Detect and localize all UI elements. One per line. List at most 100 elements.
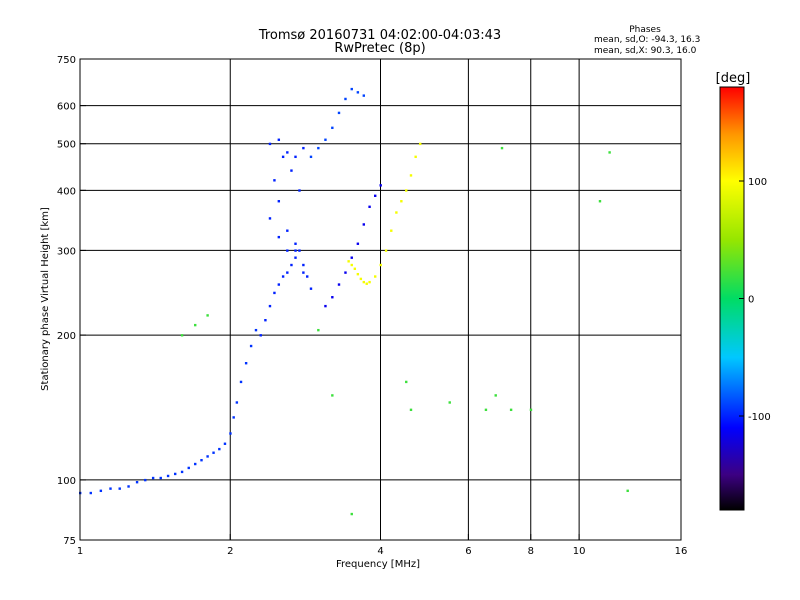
data-point [529,408,533,412]
y-axis-label: Stationary phase Virtual Height [km] [40,207,51,391]
data-point [324,138,327,141]
colorbar-tick-label: 0 [748,295,754,306]
data-point [206,314,209,317]
data-point [350,87,353,91]
data-point [298,249,301,252]
data-point [374,194,377,198]
data-point [359,277,363,281]
data-point [356,91,360,94]
phases-heading: Phases [629,25,661,35]
y-tick-label: 100 [57,476,76,487]
data-point [317,146,320,150]
data-point [484,408,488,412]
data-point [286,151,289,154]
data-point [309,287,313,290]
data-point [290,263,293,267]
data-point [187,466,190,470]
data-point [356,242,360,245]
data-point [626,489,629,493]
data-point [409,174,413,177]
data-point [273,291,276,295]
y-tick-label: 750 [57,55,76,66]
y-tick-label: 400 [57,186,76,197]
data-point [302,271,305,274]
data-point [109,487,112,490]
data-point [350,263,353,267]
data-point [244,362,248,365]
data-point [331,394,334,397]
data-point [302,146,305,150]
data-point [294,249,297,252]
x-tick-label: 16 [675,546,688,557]
colorbar: 100 0 -100 [719,86,771,511]
y-tick-label: 300 [57,246,76,257]
data-point [286,249,289,252]
y-tick-label: 75 [63,536,76,547]
data-point [259,334,262,337]
data-point [350,256,353,259]
data-point [368,205,371,208]
data-point [144,478,147,482]
data-point [173,472,177,476]
data-point [223,442,227,445]
data-point [135,481,139,484]
data-point [353,267,357,270]
data-point [254,328,258,332]
data-point [99,489,103,493]
data-point [166,474,170,478]
data-point [347,260,350,263]
data-point [598,200,602,203]
colorbar-label: [deg] [716,71,751,86]
y-tick-label: 200 [57,331,76,342]
colorbar-tick-label: 100 [748,177,767,188]
data-point [405,189,408,192]
data-point [249,344,253,348]
data-point [317,328,320,332]
x-tick-label: 2 [227,546,233,557]
chart-subtitle: RwPretec (8p) [334,41,425,56]
data-point [494,394,497,397]
data-point [368,280,371,284]
data-point [509,408,513,412]
data-point [229,432,232,435]
data-point [350,512,353,516]
data-point [277,283,281,286]
y-tick-label: 500 [57,140,76,151]
data-point [273,179,276,182]
data-point [309,155,313,159]
data-point [362,94,366,97]
data-point [277,138,281,141]
data-point [212,451,215,454]
data-point [344,271,347,274]
data-point [239,380,243,384]
data-point [405,380,408,384]
data-point [281,155,285,159]
x-tick-label: 1 [77,546,83,557]
grid-lines [80,59,681,540]
data-point [365,282,368,285]
data-point [151,476,155,480]
data-point [89,491,92,495]
data-point [362,223,366,226]
data-point [277,200,281,203]
data-point [180,334,184,337]
data-point [374,275,377,278]
data-points [79,87,629,516]
data-point [500,146,504,150]
data-point [294,242,297,245]
data-point [268,142,272,146]
data-point [409,408,413,412]
data-point [194,323,197,327]
data-point [206,455,209,458]
data-point [218,447,221,451]
data-point [400,200,403,203]
data-point [277,235,281,239]
data-point [379,184,382,187]
data-point [331,126,334,130]
data-point [127,485,130,488]
colorbar-tick-label: -100 [748,412,771,423]
data-point [384,249,388,252]
data-point [235,401,239,404]
x-tick-label: 6 [465,546,471,557]
